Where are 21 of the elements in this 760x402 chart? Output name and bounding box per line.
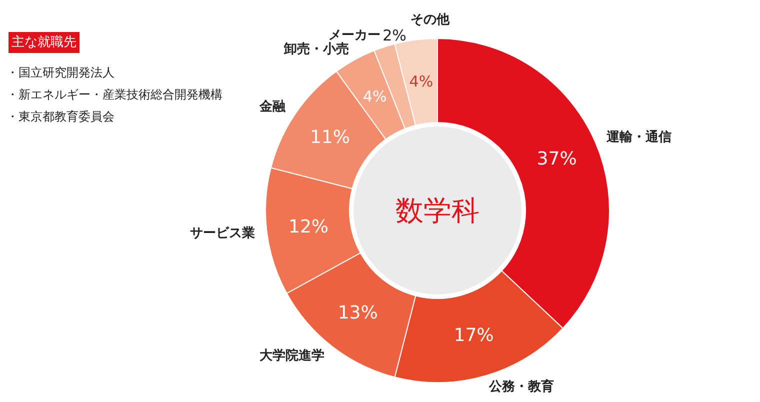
data-label: 11% <box>310 126 350 148</box>
slice-label: その他 <box>410 12 450 28</box>
slice-label: メーカー <box>328 28 381 44</box>
text: ・新エネルギー・産業技術総合開発機構 <box>6 88 222 102</box>
data-label: 37% <box>536 148 577 170</box>
data-label: 12% <box>288 216 329 238</box>
data-label: 4% <box>409 72 434 91</box>
data-label: 13% <box>338 302 378 324</box>
slice-label: 運輸・通信 <box>605 128 672 145</box>
data-label: 4% <box>362 88 387 106</box>
text: ・東京都教育委員会 <box>6 110 114 124</box>
text: ・国立研究開発法人 <box>6 66 114 80</box>
data-label: 17% <box>454 324 494 346</box>
slice-label: 公務・教育 <box>488 378 554 395</box>
text: 数学科 <box>396 194 480 227</box>
slice-label: 大学院進学 <box>260 347 325 364</box>
slice-label: サービス業 <box>190 226 255 242</box>
text: 主な就職先 <box>12 34 76 50</box>
data-label: 2% <box>382 26 406 45</box>
slice-label: 卸売・小売 <box>282 42 349 57</box>
slice-label: 金融 <box>258 100 286 115</box>
